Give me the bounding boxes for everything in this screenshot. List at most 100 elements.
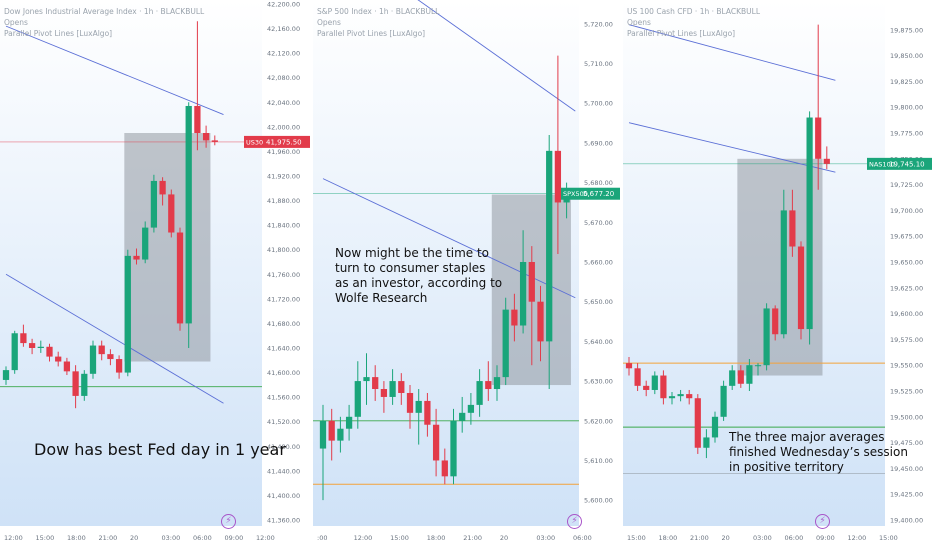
y-tick-label: 5,640.00 bbox=[584, 338, 613, 346]
y-tick-label: 19,675.00 bbox=[890, 233, 923, 241]
y-tick-label: 5,600.00 bbox=[584, 497, 613, 505]
lightning-icon[interactable]: ⚡ bbox=[221, 514, 236, 529]
candle-body bbox=[720, 385, 727, 417]
candle-body bbox=[63, 361, 71, 372]
candle-body bbox=[651, 375, 658, 390]
price-tag-bg bbox=[561, 187, 621, 200]
nas-indicator-opens: Opens bbox=[627, 18, 651, 27]
x-tick-label: 09:00 bbox=[225, 534, 244, 542]
channel-line bbox=[628, 122, 836, 173]
y-tick-label: 41,480.00 bbox=[267, 443, 300, 451]
candle-body bbox=[142, 227, 149, 260]
y-tick-label: 19,600.00 bbox=[890, 310, 923, 318]
y-tick-label: 5,620.00 bbox=[584, 417, 613, 425]
nas-indicator-pivot: Parallel Pivot Lines [LuxAlgo] bbox=[627, 29, 736, 38]
channel-line bbox=[417, 0, 576, 112]
candle-body bbox=[450, 420, 457, 477]
dow-chart-panel: 42,200.00 42,160.00 42,120.00 42,080.00 42,0… bbox=[0, 0, 312, 550]
nas-caption: The three major averages finished Wednes… bbox=[729, 430, 908, 474]
candle-body bbox=[72, 371, 79, 396]
panel-divider bbox=[620, 0, 623, 550]
x-tick-label: 21:00 bbox=[99, 534, 118, 542]
candle-body bbox=[780, 210, 787, 335]
y-tick-label: 5,660.00 bbox=[584, 259, 613, 267]
candle-body bbox=[703, 437, 710, 448]
y-tick-label: 41,880.00 bbox=[267, 197, 300, 205]
y-tick-label: 19,500.00 bbox=[890, 413, 923, 421]
spx-indicator-opens: Opens bbox=[317, 18, 341, 27]
y-tick-label: 5,720.00 bbox=[584, 20, 613, 28]
y-tick-label: 42,080.00 bbox=[267, 74, 300, 82]
candle-body bbox=[554, 150, 562, 203]
x-tick-label: 21:00 bbox=[463, 534, 482, 542]
candle-body bbox=[432, 424, 440, 461]
candle-body bbox=[485, 381, 492, 390]
price-tag-value: 41,975.50 bbox=[266, 138, 302, 146]
x-tick-label: 18:00 bbox=[67, 534, 86, 542]
candle-body bbox=[37, 346, 44, 348]
x-tick-label: 06:00 bbox=[573, 534, 592, 542]
candle-body bbox=[493, 377, 501, 390]
nas-symbol-title: US 100 Cash CFD · 1h · BLACKBULL bbox=[627, 7, 761, 16]
y-tick-label: 41,720.00 bbox=[267, 295, 300, 303]
candle-body bbox=[415, 400, 422, 413]
candle-body bbox=[459, 412, 466, 421]
price-tag-value: 19,745.10 bbox=[889, 160, 925, 168]
y-tick-label: 41,960.00 bbox=[267, 148, 300, 156]
candle-body bbox=[634, 368, 641, 386]
candle-body bbox=[20, 333, 27, 344]
x-tick-label: 03:00 bbox=[162, 534, 181, 542]
candle-body bbox=[441, 460, 448, 477]
lightning-icon[interactable]: ⚡ bbox=[567, 514, 582, 529]
y-tick-label: 19,550.00 bbox=[890, 362, 923, 370]
candle-body bbox=[476, 381, 483, 405]
candle-body bbox=[528, 262, 535, 302]
price-tag-ticker: NAS100 bbox=[869, 160, 895, 168]
candle-body bbox=[202, 133, 210, 141]
x-tick-label: 15:00 bbox=[879, 534, 898, 542]
channel-line bbox=[5, 273, 224, 404]
candle-body bbox=[133, 255, 140, 260]
y-tick-label: 41,560.00 bbox=[267, 394, 300, 402]
candle-body bbox=[2, 370, 10, 380]
candle-body bbox=[789, 210, 796, 247]
price-tag-bg bbox=[244, 135, 312, 148]
spx-chart-header: S&P 500 Index · 1h · BLACKBULL Opens Par… bbox=[317, 6, 439, 39]
candle-body bbox=[11, 333, 18, 371]
candle-body bbox=[363, 377, 370, 382]
nas-chart-header: US 100 Cash CFD · 1h · BLACKBULL Opens P… bbox=[627, 6, 760, 39]
spx-symbol-title: S&P 500 Index · 1h · BLACKBULL bbox=[317, 7, 440, 16]
lightning-icon[interactable]: ⚡ bbox=[815, 514, 830, 529]
candle-body bbox=[677, 394, 684, 397]
candle-body bbox=[398, 381, 405, 393]
price-tag-ticker: US30 bbox=[246, 138, 263, 146]
candle-body bbox=[694, 398, 701, 448]
candle-body bbox=[380, 389, 388, 397]
x-tick-label: 20 bbox=[722, 534, 730, 542]
x-tick-label: 18:00 bbox=[427, 534, 446, 542]
candle-body bbox=[185, 105, 192, 324]
y-tick-label: 19,725.00 bbox=[890, 181, 923, 189]
x-tick-label: 20 bbox=[500, 534, 508, 542]
x-tick-label: 03:00 bbox=[536, 534, 555, 542]
x-tick-label: 15:00 bbox=[627, 534, 646, 542]
candle-body bbox=[55, 356, 62, 362]
candle-body bbox=[107, 354, 114, 360]
y-tick-label: 42,040.00 bbox=[267, 99, 300, 107]
candle-body bbox=[354, 381, 361, 417]
dow-symbol-title: Dow Jones Industrial Average Index · 1h … bbox=[4, 7, 205, 16]
spx-indicator-pivot: Parallel Pivot Lines [LuxAlgo] bbox=[317, 29, 426, 38]
y-tick-label: 19,400.00 bbox=[890, 517, 923, 525]
x-tick-label: 06:00 bbox=[193, 534, 212, 542]
candle-body bbox=[711, 416, 719, 438]
y-tick-label: 19,800.00 bbox=[890, 104, 923, 112]
y-tick-label: 19,450.00 bbox=[890, 465, 923, 473]
panel-divider bbox=[310, 0, 313, 550]
dow-chart-header: Dow Jones Industrial Average Index · 1h … bbox=[4, 6, 204, 39]
candle-body bbox=[754, 365, 762, 367]
candle-body bbox=[150, 180, 158, 228]
y-tick-label: 5,650.00 bbox=[584, 298, 613, 306]
y-tick-label: 41,680.00 bbox=[267, 320, 300, 328]
y-tick-label: 19,875.00 bbox=[890, 26, 923, 34]
